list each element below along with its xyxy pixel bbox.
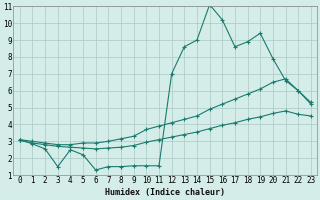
X-axis label: Humidex (Indice chaleur): Humidex (Indice chaleur): [105, 188, 225, 197]
